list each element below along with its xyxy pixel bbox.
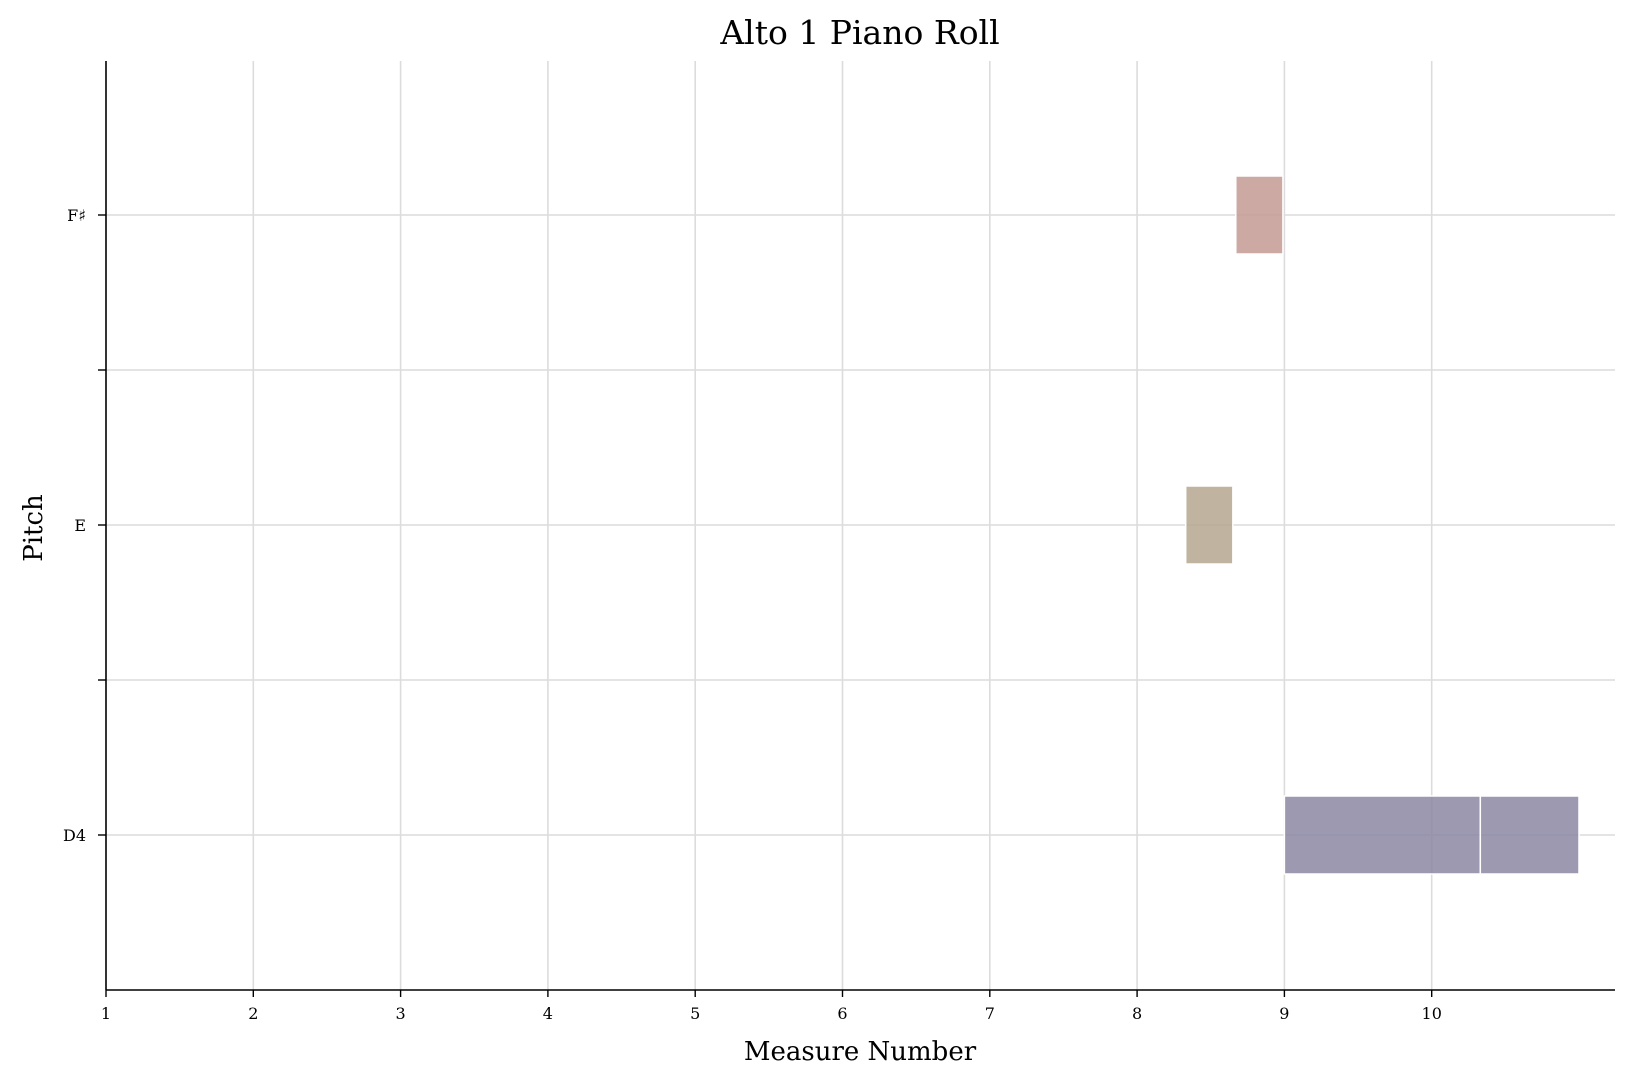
note-bar-F-m8.67 <box>1235 175 1284 255</box>
note-bar-D4-m10.33 <box>1479 795 1580 875</box>
x-tick-label: 10 <box>1422 1004 1442 1023</box>
x-tick-label: 6 <box>837 1004 847 1023</box>
x-tick-label: 8 <box>1132 1004 1142 1023</box>
x-tick-label: 3 <box>396 1004 406 1023</box>
y-axis-label: Pitch <box>19 494 49 562</box>
note-bar-E-m8.33 <box>1184 485 1234 565</box>
y-tick-label: D4 <box>63 826 86 845</box>
note-bar-D4-m9 <box>1283 795 1482 875</box>
x-tick-label: 9 <box>1279 1004 1289 1023</box>
x-axis-label: Measure Number <box>744 1037 977 1067</box>
x-tick-label: 7 <box>985 1004 995 1023</box>
x-axis-ticks: 1 2 3 4 5 6 7 8 9 10 <box>101 990 1442 1023</box>
x-tick-label: 4 <box>543 1004 553 1023</box>
y-tick-label: F♯ <box>67 206 86 225</box>
x-tick-label: 5 <box>690 1004 700 1023</box>
y-tick-label: E <box>74 516 86 535</box>
y-axis-ticks: D4 E F♯ <box>63 206 106 845</box>
chart-title: Alto 1 Piano Roll <box>719 13 999 52</box>
x-tick-label: 2 <box>248 1004 258 1023</box>
x-tick-label: 1 <box>101 1004 111 1023</box>
notes-layer <box>1184 175 1580 875</box>
